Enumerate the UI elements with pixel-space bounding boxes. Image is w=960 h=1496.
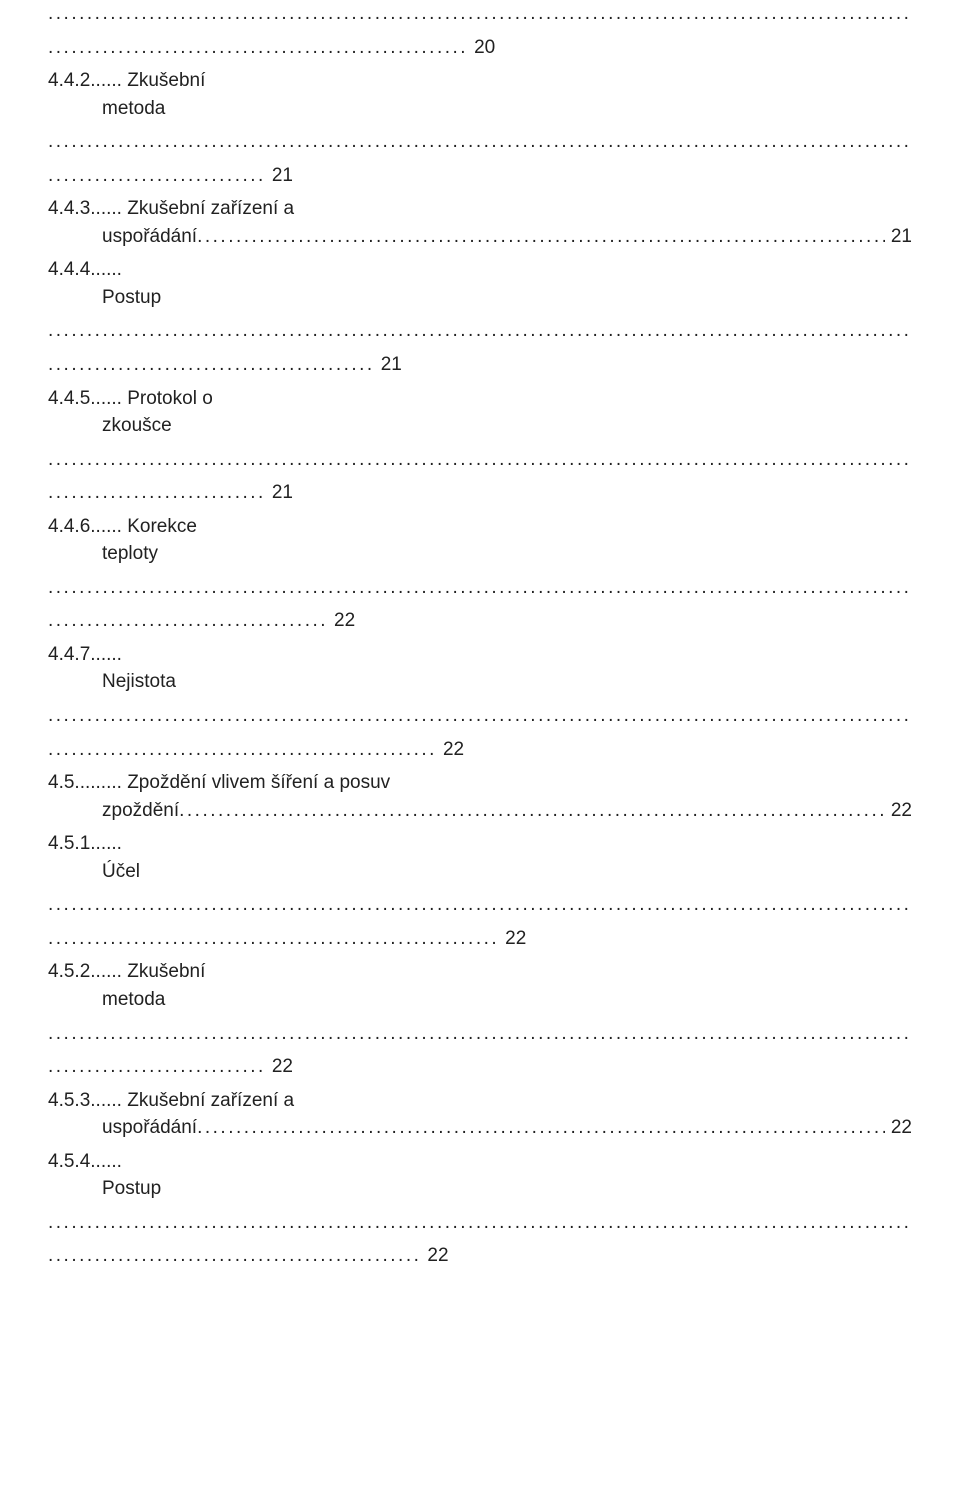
toc-label: 4.4.2...... Zkušební bbox=[48, 67, 912, 95]
toc-page-row: .................................... 22 bbox=[48, 607, 912, 635]
toc-label: 4.4.6...... Korekce bbox=[48, 513, 912, 541]
toc-entry: ........................................… bbox=[48, 128, 912, 156]
toc-entry: 4.5.3...... Zkušební zařízení auspořádán… bbox=[48, 1087, 912, 1142]
leader-dots: ........................................… bbox=[197, 1114, 885, 1142]
toc-page-number: 22 bbox=[437, 736, 464, 764]
toc-entry: ............................ 21 bbox=[48, 479, 912, 507]
leader-dots-line: ........................................… bbox=[48, 574, 912, 602]
leader-dots-line: ........................................… bbox=[48, 128, 912, 156]
toc-page-row: ............................ 21 bbox=[48, 479, 912, 507]
toc-label: 4.5.1...... bbox=[48, 830, 912, 858]
toc-entry: 4.5.1......Účel bbox=[48, 830, 912, 885]
leader-pad: ........................................… bbox=[48, 34, 468, 62]
toc-page-number: 21 bbox=[266, 479, 293, 507]
toc-label-line2: teploty bbox=[48, 540, 912, 568]
toc-entry: ........................................… bbox=[48, 34, 912, 62]
toc-entry: ........................................… bbox=[48, 0, 912, 28]
toc-entry: ........................................… bbox=[48, 1020, 912, 1048]
toc-entry: 4.4.3...... Zkušební zařízení auspořádán… bbox=[48, 195, 912, 250]
leader-dots-line: ........................................… bbox=[48, 317, 912, 345]
leader-pad: ........................................… bbox=[48, 1242, 421, 1270]
toc-label-line2: Postup bbox=[48, 1175, 912, 1203]
toc-label-page-row: uspořádání..............................… bbox=[48, 1114, 912, 1142]
toc-label-line2: Nejistota bbox=[48, 668, 912, 696]
toc-entry: ............................ 22 bbox=[48, 1053, 912, 1081]
toc-entry: ........................................… bbox=[48, 574, 912, 602]
toc-label-line2: Postup bbox=[48, 284, 912, 312]
toc-label-line2: zkoušce bbox=[48, 412, 912, 440]
leader-dots: ........................................… bbox=[197, 223, 885, 251]
toc-entry: ........................................… bbox=[48, 925, 912, 953]
toc-page-number: 22 bbox=[328, 607, 355, 635]
toc-page-number: 22 bbox=[421, 1242, 448, 1270]
toc-entry: ........................................… bbox=[48, 351, 912, 379]
toc-entry: .................................... 22 bbox=[48, 607, 912, 635]
toc-label-line2: metoda bbox=[48, 986, 912, 1014]
toc-entry: ........................................… bbox=[48, 317, 912, 345]
toc-label: 4.4.4...... bbox=[48, 256, 912, 284]
toc-label-line2: metoda bbox=[48, 95, 912, 123]
leader-dots-line: ........................................… bbox=[48, 891, 912, 919]
toc-entry: 4.5......... Zpoždění vlivem šíření a po… bbox=[48, 769, 912, 824]
toc-label-page-row: uspořádání..............................… bbox=[48, 223, 912, 251]
leader-pad: ........................................… bbox=[48, 736, 437, 764]
leader-dots-line: ........................................… bbox=[48, 702, 912, 730]
toc-label: 4.5.4...... bbox=[48, 1148, 912, 1176]
toc-label-line2: uspořádání bbox=[102, 223, 197, 251]
leader-dots-line: ........................................… bbox=[48, 1020, 912, 1048]
toc-entry: 4.4.5...... Protokol ozkoušce bbox=[48, 385, 912, 440]
leader-pad: ............................ bbox=[48, 162, 266, 190]
leader-dots-line: ........................................… bbox=[48, 446, 912, 474]
toc-label: 4.5.3...... Zkušební zařízení a bbox=[48, 1087, 912, 1115]
toc-page-number: 21 bbox=[266, 162, 293, 190]
toc-page-number: 21 bbox=[375, 351, 402, 379]
toc-entry: ........................................… bbox=[48, 446, 912, 474]
leader-dots-line: ........................................… bbox=[48, 1209, 912, 1237]
leader-dots-line: ........................................… bbox=[48, 0, 912, 28]
toc-page: ........................................… bbox=[0, 0, 960, 1316]
toc-label: 4.4.5...... Protokol o bbox=[48, 385, 912, 413]
toc-page-row: ............................ 21 bbox=[48, 162, 912, 190]
leader-dots: ........................................… bbox=[179, 797, 885, 825]
toc-label-line2: Účel bbox=[48, 858, 912, 886]
toc-label-line2: uspořádání bbox=[102, 1114, 197, 1142]
toc-entry: 4.5.2...... Zkušebnímetoda bbox=[48, 958, 912, 1013]
toc-label-page-row: zpoždění................................… bbox=[48, 797, 912, 825]
toc-label: 4.5.2...... Zkušební bbox=[48, 958, 912, 986]
toc-page-row: ........................................… bbox=[48, 925, 912, 953]
toc-page-row: ........................................… bbox=[48, 34, 912, 62]
toc-page-number: 21 bbox=[885, 223, 912, 251]
leader-pad: ........................................… bbox=[48, 925, 499, 953]
toc-entry: 4.4.6...... Korekceteploty bbox=[48, 513, 912, 568]
toc-page-number: 22 bbox=[885, 1114, 912, 1142]
toc-entry: 4.5.4......Postup bbox=[48, 1148, 912, 1203]
toc-page-number: 22 bbox=[266, 1053, 293, 1081]
toc-label-line2: zpoždění bbox=[102, 797, 179, 825]
toc-label: 4.4.7...... bbox=[48, 641, 912, 669]
toc-entry: ............................ 21 bbox=[48, 162, 912, 190]
toc-entry: ........................................… bbox=[48, 1209, 912, 1237]
toc-page-row: ........................................… bbox=[48, 736, 912, 764]
toc-entry: 4.4.2...... Zkušebnímetoda bbox=[48, 67, 912, 122]
toc-label: 4.5......... Zpoždění vlivem šíření a po… bbox=[48, 769, 912, 797]
leader-pad: .................................... bbox=[48, 607, 328, 635]
toc-page-row: ........................................… bbox=[48, 351, 912, 379]
leader-pad: ............................ bbox=[48, 479, 266, 507]
leader-pad: ........................................… bbox=[48, 351, 375, 379]
toc-page-number: 22 bbox=[499, 925, 526, 953]
toc-entry: 4.4.4......Postup bbox=[48, 256, 912, 311]
toc-entry: ........................................… bbox=[48, 1242, 912, 1270]
toc-page-number: 22 bbox=[885, 797, 912, 825]
toc-entry: ........................................… bbox=[48, 702, 912, 730]
toc-entry: 4.4.7......Nejistota bbox=[48, 641, 912, 696]
toc-label: 4.4.3...... Zkušební zařízení a bbox=[48, 195, 912, 223]
toc-page-row: ........................................… bbox=[48, 1242, 912, 1270]
toc-page-number: 20 bbox=[468, 34, 495, 62]
toc-entry: ........................................… bbox=[48, 891, 912, 919]
toc-page-row: ............................ 22 bbox=[48, 1053, 912, 1081]
toc-entry: ........................................… bbox=[48, 736, 912, 764]
leader-pad: ............................ bbox=[48, 1053, 266, 1081]
